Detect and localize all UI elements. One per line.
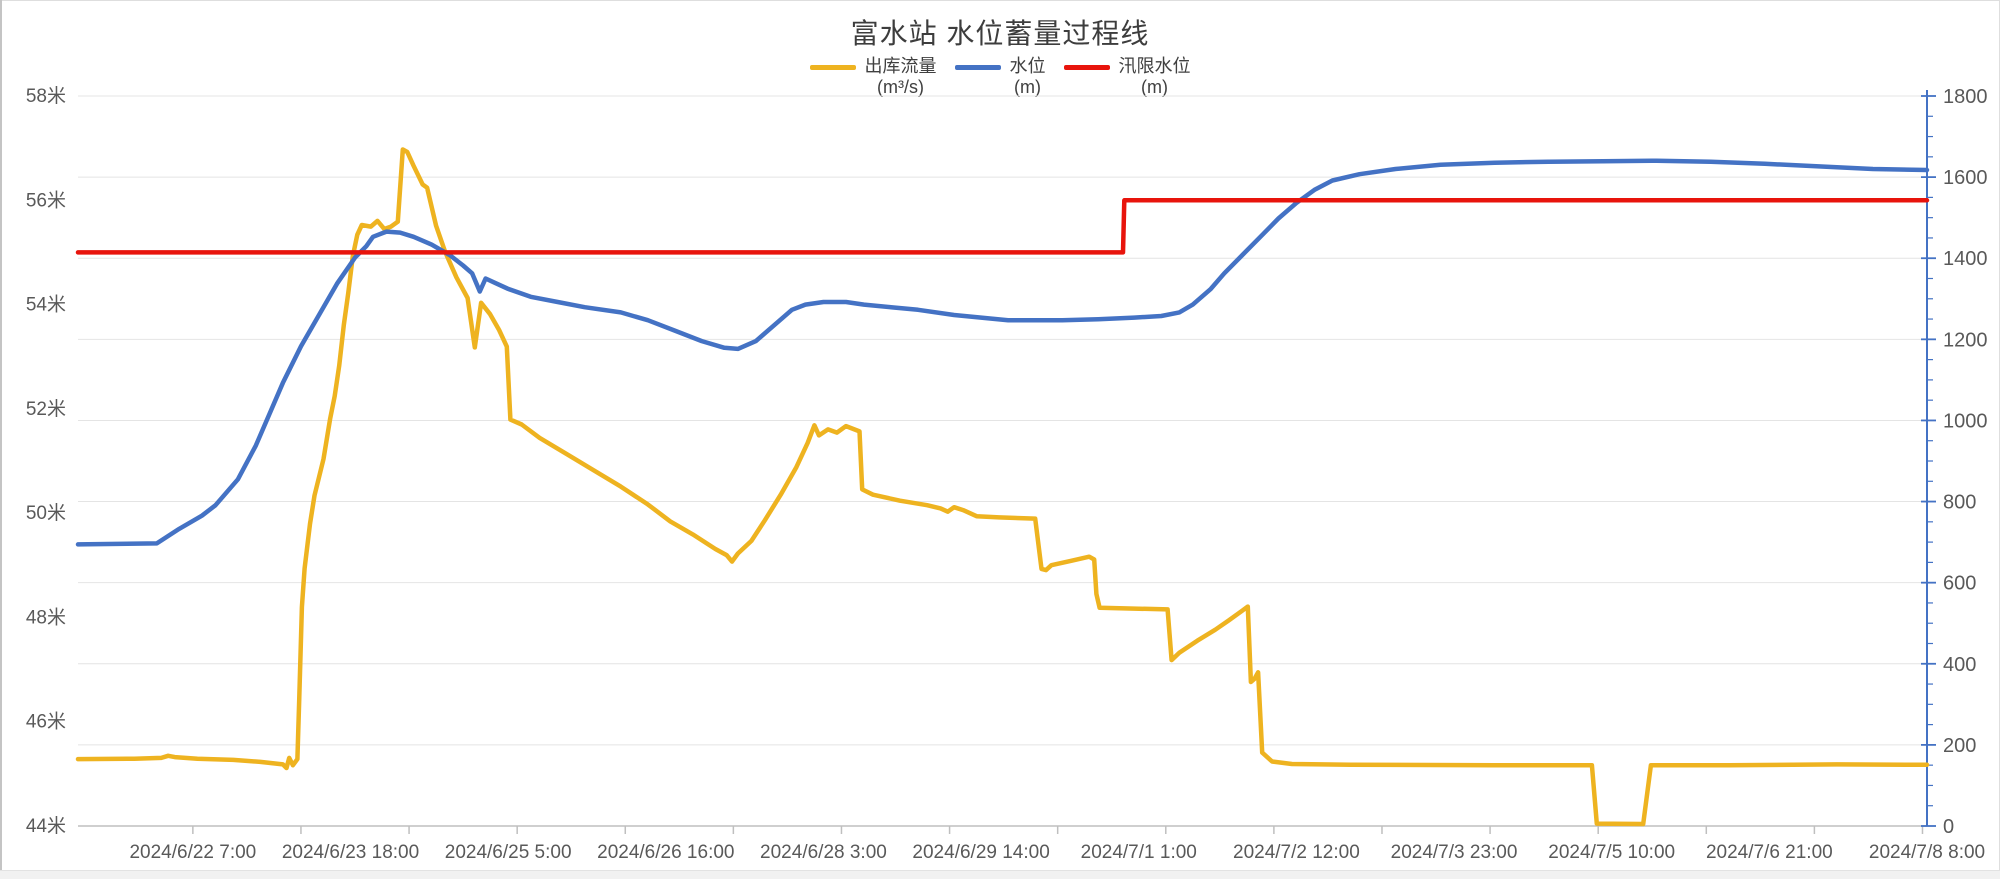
legend-unit-water-level: (m) (1014, 76, 1041, 97)
x-axis (78, 825, 1927, 834)
svg-text:2024/6/22 7:00: 2024/6/22 7:00 (129, 842, 256, 863)
svg-text:2024/7/5 10:00: 2024/7/5 10:00 (1548, 842, 1675, 863)
svg-text:2024/7/8 8:00: 2024/7/8 8:00 (1869, 842, 1985, 863)
svg-text:200: 200 (1943, 735, 1976, 757)
svg-text:2024/6/28 3:00: 2024/6/28 3:00 (760, 842, 887, 863)
svg-text:1800: 1800 (1943, 86, 1988, 108)
svg-text:46米: 46米 (26, 711, 66, 733)
svg-text:52米: 52米 (26, 398, 66, 420)
legend-label-flood-limit: 汛限水位 (1118, 56, 1191, 76)
series-water-level-line (75, 158, 1930, 547)
left-edge-line (0, 0, 2, 879)
svg-text:2024/6/29 14:00: 2024/6/29 14:00 (912, 842, 1049, 863)
legend-item-water-level: 水位 (m) (954, 56, 1046, 97)
svg-text:1200: 1200 (1943, 329, 1988, 351)
legend-swatch-outflow-icon (809, 65, 856, 70)
svg-text:0: 0 (1943, 816, 1954, 838)
svg-text:50米: 50米 (26, 502, 66, 524)
svg-text:400: 400 (1943, 654, 1976, 676)
svg-text:2024/6/26 16:00: 2024/6/26 16:00 (597, 842, 734, 863)
svg-text:1600: 1600 (1943, 167, 1988, 189)
legend-swatch-flood-limit-icon (1063, 65, 1110, 70)
legend-label-water-level: 水位 (1009, 56, 1046, 76)
svg-text:58米: 58米 (26, 85, 66, 107)
x-axis-labels: 2024/6/22 7:00 2024/6/23 18:00 2024/6/25 5… (129, 842, 1985, 863)
svg-text:600: 600 (1943, 573, 1976, 595)
right-axis-labels: 0 200 400 600 800 1000 1200 1400 1600 1800 (1943, 86, 1988, 838)
svg-text:2024/6/23 18:00: 2024/6/23 18:00 (282, 842, 419, 863)
svg-text:2024/7/3 23:00: 2024/7/3 23:00 (1391, 842, 1518, 863)
series-outflow-line (75, 147, 1930, 827)
legend-unit-outflow: (m³/s) (877, 76, 924, 97)
left-axis-labels: 44米 46米 48米 50米 52米 54米 56米 58米 (26, 85, 66, 837)
gridlines (78, 95, 1927, 746)
svg-text:48米: 48米 (26, 606, 66, 628)
svg-text:44米: 44米 (26, 815, 66, 837)
svg-text:800: 800 (1943, 492, 1976, 514)
svg-text:2024/7/1 1:00: 2024/7/1 1:00 (1081, 842, 1197, 863)
svg-text:2024/6/25 5:00: 2024/6/25 5:00 (445, 842, 572, 863)
svg-text:1000: 1000 (1943, 410, 1988, 432)
chart-title: 富水站 水位蓄量过程线 (850, 18, 1150, 49)
svg-text:54米: 54米 (26, 294, 66, 316)
svg-text:1400: 1400 (1943, 248, 1988, 270)
legend-label-outflow: 出库流量 (864, 56, 937, 76)
bottom-strip (0, 870, 2000, 879)
legend: 出库流量 (m³/s) 水位 (m) 汛限水位 (m) (0, 56, 2000, 97)
legend-item-flood-limit: 汛限水位 (m) (1063, 56, 1191, 97)
svg-text:56米: 56米 (26, 189, 66, 211)
series-flood-limit-line (75, 198, 1930, 255)
svg-text:2024/7/6 21:00: 2024/7/6 21:00 (1706, 842, 1833, 863)
right-axis (1921, 90, 1936, 827)
legend-swatch-water-level-icon (954, 65, 1001, 70)
legend-unit-flood-limit: (m) (1141, 76, 1168, 97)
legend-item-outflow: 出库流量 (m³/s) (809, 56, 937, 97)
svg-text:2024/7/2 12:00: 2024/7/2 12:00 (1233, 842, 1360, 863)
